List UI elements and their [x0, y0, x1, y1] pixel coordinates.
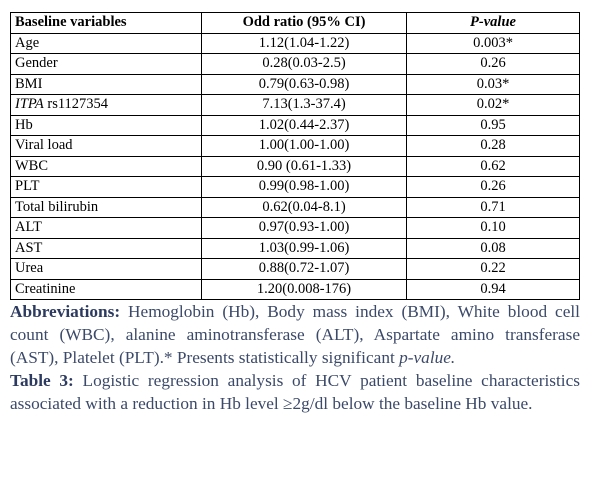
caption-text: Logistic regression analysis of HCV pati…	[10, 371, 580, 413]
table-cell: 1.20(0.008-176)	[201, 278, 407, 300]
table-body: Age 1.12(1.04-1.22) 0.003* Gender 0.28(0.03-…	[10, 32, 580, 300]
table-cell: Creatinine	[10, 278, 202, 300]
table-cell: Total bilirubin	[10, 196, 202, 218]
abbrev-italic: p-value.	[399, 348, 456, 367]
table-cell: 0.88(0.72-1.07)	[201, 258, 407, 280]
table-cell: 1.02(0.44-2.37)	[201, 114, 407, 136]
table-cell: 0.62(0.04-8.1)	[201, 196, 407, 218]
table-cell: 0.97(0.93-1.00)	[201, 217, 407, 239]
table-row: WBC 0.90 (0.61-1.33) 0.62	[10, 155, 580, 177]
table-row: Urea 0.88(0.72-1.07) 0.22	[10, 258, 580, 280]
cell-text: rs1127354	[47, 96, 109, 113]
table-cell: 0.71	[406, 196, 580, 218]
table-cell: 0.08	[406, 237, 580, 259]
table-row: BMI 0.79(0.63-0.98) 0.03*	[10, 73, 580, 95]
table-row: Age 1.12(1.04-1.22) 0.003*	[10, 32, 580, 54]
caption: Table 3: Logistic regression analysis of…	[10, 369, 580, 415]
abbrev-label: Abbreviations:	[10, 302, 121, 321]
table-row: ALT 0.97(0.93-1.00) 0.10	[10, 217, 580, 239]
table-cell: 0.90 (0.61-1.33)	[201, 155, 407, 177]
table-cell: 0.26	[406, 53, 580, 75]
table-row: Viral load 1.00(1.00-1.00) 0.28	[10, 135, 580, 157]
abbreviations: Abbreviations: Hemoglobin (Hb), Body mas…	[10, 300, 580, 369]
table-cell: 0.26	[406, 176, 580, 198]
table-cell: Urea	[10, 258, 202, 280]
abbrev-text: Hemoglobin (Hb), Body mass index (BMI), …	[10, 302, 580, 367]
table-cell: WBC	[10, 155, 202, 177]
header-cell: Baseline variables	[10, 12, 202, 34]
table-cell: 0.28	[406, 135, 580, 157]
table-cell: 0.79(0.63-0.98)	[201, 73, 407, 95]
table-cell: 1.00(1.00-1.00)	[201, 135, 407, 157]
table-cell: 0.10	[406, 217, 580, 239]
header-cell: P-value	[406, 12, 580, 34]
table-cell: PLT	[10, 176, 202, 198]
table-row: Hb 1.02(0.44-2.37) 0.95	[10, 114, 580, 136]
table-row: AST 1.03(0.99-1.06) 0.08	[10, 237, 580, 259]
table-cell: 0.02*	[406, 94, 580, 116]
table-row: Gender 0.28(0.03-2.5) 0.26	[10, 53, 580, 75]
data-table: Baseline variables Odd ratio (95% CI) P-…	[10, 12, 580, 300]
table-cell: BMI	[10, 73, 202, 95]
table-cell: Hb	[10, 114, 202, 136]
table-row: Creatinine 1.20(0.008-176) 0.94	[10, 278, 580, 300]
table-row: ITPA rs1127354 7.13(1.3-37.4) 0.02*	[10, 94, 580, 116]
header-row: Baseline variables Odd ratio (95% CI) P-…	[10, 12, 580, 34]
table-cell: 0.003*	[406, 32, 580, 54]
table-cell: 0.22	[406, 258, 580, 280]
table-cell: 0.94	[406, 278, 580, 300]
header-cell: Odd ratio (95% CI)	[201, 12, 407, 34]
table-cell: 0.03*	[406, 73, 580, 95]
caption-label: Table 3:	[10, 371, 74, 390]
table-row: Total bilirubin 0.62(0.04-8.1) 0.71	[10, 196, 580, 218]
cell-italic: ITPA	[15, 96, 44, 113]
table-row: PLT 0.99(0.98-1.00) 0.26	[10, 176, 580, 198]
table-cell: ITPA rs1127354	[10, 94, 202, 116]
document: Baseline variables Odd ratio (95% CI) P-…	[10, 12, 580, 415]
table-cell: 0.99(0.98-1.00)	[201, 176, 407, 198]
table-cell: 0.28(0.03-2.5)	[201, 53, 407, 75]
table-cell: Age	[10, 32, 202, 54]
table-cell: 1.12(1.04-1.22)	[201, 32, 407, 54]
table-cell: AST	[10, 237, 202, 259]
table-cell: Viral load	[10, 135, 202, 157]
table-cell: 0.95	[406, 114, 580, 136]
table-cell: 1.03(0.99-1.06)	[201, 237, 407, 259]
table-cell: Gender	[10, 53, 202, 75]
table-cell: ALT	[10, 217, 202, 239]
table-cell: 0.62	[406, 155, 580, 177]
table-cell: 7.13(1.3-37.4)	[201, 94, 407, 116]
